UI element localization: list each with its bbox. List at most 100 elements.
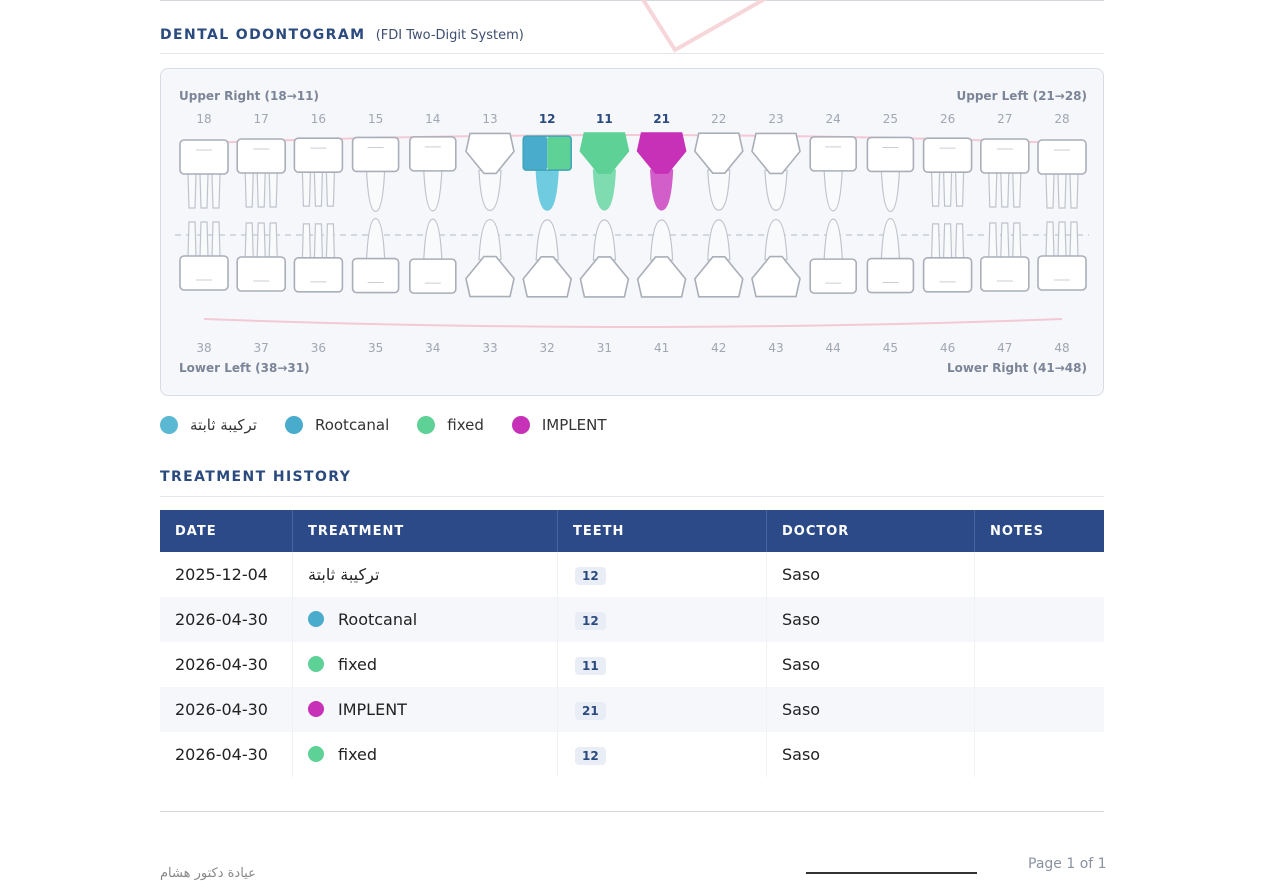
treatment-history-table: DATE TREATMENT TEETH DOCTOR NOTES 2025-1…	[160, 510, 1104, 777]
odontogram-chart: Upper Right (18→11) Upper Left (21→28) L…	[160, 68, 1104, 396]
teeth-diagram	[175, 132, 1089, 328]
doctor-cell: Saso	[766, 687, 975, 732]
notes-cell	[975, 552, 1105, 597]
tooth-root	[1057, 173, 1067, 209]
tooth-crown	[866, 257, 915, 294]
tooth-root	[313, 223, 323, 258]
table-header-row: DATE TREATMENT TEETH DOCTOR NOTES	[160, 510, 1104, 552]
history-title: TREATMENT HISTORY	[160, 469, 352, 485]
tooth-root	[365, 170, 386, 213]
tooth-number-45: 45	[882, 341, 899, 355]
section-divider	[160, 496, 1104, 497]
date-cell: 2026-04-30	[160, 732, 293, 777]
tooth-number-32: 32	[539, 341, 555, 355]
table-row: 2026-04-30 IMPLENT 21 Saso	[160, 687, 1104, 732]
odontogram-subtitle: (FDI Two-Digit System)	[375, 28, 524, 43]
tooth-number-15: 15	[367, 112, 384, 126]
tooth-root	[592, 169, 617, 211]
treatment-label: IMPLENT	[338, 700, 407, 719]
tooth-crown	[693, 132, 744, 174]
tooth-root	[423, 218, 443, 260]
tooth-number-37: 37	[253, 341, 269, 355]
tooth-number-25: 25	[882, 112, 899, 126]
treatment-cell: Rootcanal	[292, 597, 558, 642]
tooth-number-42: 42	[711, 341, 727, 355]
treatment-cell: fixed	[292, 642, 558, 687]
date-cell: 2026-04-30	[160, 687, 293, 732]
treatment-color-dot	[308, 656, 324, 672]
tooth-badge: 21	[575, 701, 606, 720]
tooth-root	[256, 222, 266, 258]
tooth-root	[1000, 172, 1010, 208]
tooth-badge: 12	[575, 611, 606, 630]
tooth-crown	[293, 137, 344, 173]
tooth-root	[325, 172, 335, 207]
tooth-number-23: 23	[768, 112, 784, 126]
tooth-crown	[409, 258, 457, 294]
treatment-color-dot	[308, 611, 324, 627]
tooth-root	[1069, 173, 1079, 209]
tooth-crown-fixed	[547, 136, 572, 171]
tooth-badge: 12	[575, 746, 606, 765]
tooth-crown-rootcanal	[523, 136, 548, 171]
treatment-color-dot	[308, 701, 324, 717]
tooth-crown	[866, 136, 915, 173]
tooth-root	[1045, 173, 1055, 209]
tooth-root	[955, 172, 965, 207]
tooth-crown	[751, 132, 801, 175]
tooth-crown	[1037, 255, 1087, 291]
notes-cell	[974, 687, 1104, 732]
tooth-root	[931, 223, 941, 258]
tooth-root	[187, 173, 197, 209]
column-header-teeth: TEETH	[557, 510, 767, 552]
legend-item-fixed: fixed	[417, 416, 484, 434]
tooth-number-18: 18	[196, 112, 212, 126]
tooth-crown	[809, 258, 858, 294]
tooth-root	[880, 217, 901, 260]
tooth-root	[649, 219, 674, 261]
tooth-number-14: 14	[425, 112, 441, 126]
quadrant-lower-right: Lower Right (41→48)	[946, 361, 1087, 375]
teeth-cell: 12	[557, 597, 767, 642]
legend-dot	[417, 416, 436, 434]
tooth-root	[268, 222, 278, 258]
tooth-crown	[1037, 139, 1087, 175]
tooth-number-12: 12	[538, 112, 556, 126]
tooth-crown	[693, 256, 744, 298]
tooth-root	[535, 169, 559, 211]
tooth-root	[478, 218, 502, 261]
tooth-root	[823, 218, 843, 260]
treatment-cell: IMPLENT	[292, 687, 558, 732]
tooth-root	[931, 172, 941, 207]
tooth-root	[1012, 222, 1022, 258]
tooth-root	[1045, 221, 1055, 257]
legend-label: تركيبة ثابتة	[190, 416, 257, 434]
tooth-crown	[979, 138, 1030, 174]
tooth-crown	[636, 132, 687, 174]
tooth-root	[764, 218, 788, 261]
tooth-number-48: 48	[1054, 341, 1070, 355]
treatment-cell: تركيبة ثابتة	[292, 552, 558, 597]
tooth-crown	[636, 256, 687, 298]
column-header-notes: NOTES	[974, 510, 1104, 552]
legend-dot	[160, 416, 178, 434]
date-cell: 2026-04-30	[160, 597, 293, 642]
tooth-number-21: 21	[653, 112, 670, 126]
table-row: 2026-04-30 Rootcanal 12 Saso	[160, 597, 1104, 642]
tooth-crown	[579, 132, 630, 174]
tooth-crown	[351, 257, 400, 294]
table-row: 2026-04-30 fixed 12 Saso	[160, 732, 1104, 777]
table-row: 2025-12-04 تركيبة ثابتة 12 Saso	[160, 552, 1104, 597]
tooth-number-31: 31	[596, 341, 613, 355]
lower-gum-line	[203, 318, 1063, 328]
tooth-number-11: 11	[596, 112, 613, 126]
tooth-number-17: 17	[253, 112, 269, 126]
top-divider	[160, 0, 1104, 1]
doctor-cell: Saso	[766, 732, 975, 777]
tooth-number-38: 38	[196, 341, 212, 355]
date-cell: 2026-04-30	[160, 642, 293, 687]
tooth-root	[478, 169, 502, 212]
legend-dot	[284, 416, 303, 434]
tooth-number-41: 41	[653, 341, 670, 355]
legend-label: Rootcanal	[314, 416, 390, 434]
